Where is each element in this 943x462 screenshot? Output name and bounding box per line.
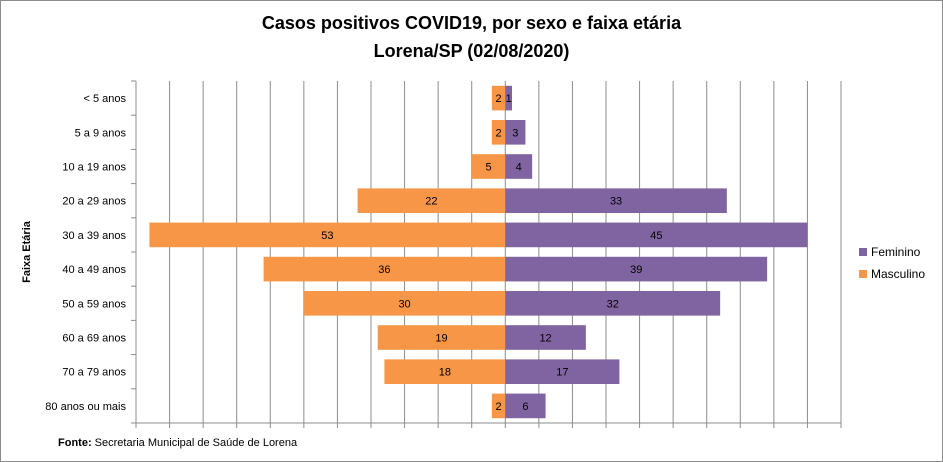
data-label-feminino: 45 <box>650 230 662 242</box>
data-label-feminino: 17 <box>556 367 568 379</box>
bar-masculino <box>149 222 506 248</box>
data-label-masculino: 2 <box>496 93 502 105</box>
data-label-masculino: 2 <box>496 401 502 413</box>
data-label-feminino: 6 <box>522 401 528 413</box>
data-label-masculino: 18 <box>439 367 451 379</box>
bar-masculino <box>357 188 506 214</box>
source-note: Fonte: Secretaria Municipal de Saúde de … <box>58 437 297 449</box>
bar-masculino <box>303 290 506 316</box>
category-label: 50 a 59 anos <box>62 298 126 310</box>
data-label-feminino: 1 <box>506 93 512 105</box>
data-label-feminino: 32 <box>607 298 619 310</box>
data-label-masculino: 30 <box>398 298 410 310</box>
legend-item-feminino: Feminino <box>859 241 925 263</box>
data-label-feminino: 39 <box>630 264 642 276</box>
data-label-masculino: 53 <box>321 230 333 242</box>
category-label: < 5 anos <box>83 93 126 105</box>
category-label: 80 anos ou mais <box>45 401 126 413</box>
legend: Feminino Masculino <box>859 241 925 285</box>
data-label-masculino: 22 <box>425 196 437 208</box>
category-label: 5 a 9 anos <box>75 127 127 139</box>
legend-label-feminino: Feminino <box>871 245 921 259</box>
bar-masculino <box>263 256 506 282</box>
bar-feminino <box>505 188 727 214</box>
bar-feminino <box>505 85 512 111</box>
data-label-feminino: 4 <box>516 162 522 174</box>
legend-label-masculino: Masculino <box>871 267 926 281</box>
bar-feminino <box>505 222 808 248</box>
bar-feminino <box>505 359 620 385</box>
data-label-masculino: 2 <box>496 127 502 139</box>
data-label-masculino: 5 <box>485 162 491 174</box>
bar-feminino <box>505 119 526 145</box>
data-label-feminino: 3 <box>512 127 518 139</box>
data-label-masculino: 19 <box>435 333 447 345</box>
legend-item-masculino: Masculino <box>859 263 925 285</box>
source-text: Secretaria Municipal de Saúde de Lorena <box>91 437 298 449</box>
bar-feminino <box>505 393 546 419</box>
bar-feminino <box>505 290 721 316</box>
bar-feminino <box>505 154 533 179</box>
category-label: 10 a 19 anos <box>62 162 126 174</box>
bar-masculino <box>491 85 506 111</box>
data-label-feminino: 33 <box>610 196 622 208</box>
data-label-masculino: 36 <box>378 264 390 276</box>
legend-swatch-masculino <box>859 270 867 278</box>
chart-subtitle: Lorena/SP (02/08/2020) <box>373 41 570 61</box>
bar-masculino <box>384 359 506 385</box>
data-label-feminino: 12 <box>539 333 551 345</box>
category-label: 70 a 79 anos <box>62 367 126 379</box>
category-label: 20 a 29 anos <box>62 196 126 208</box>
bar-masculino <box>491 393 506 419</box>
bar-masculino <box>471 154 506 179</box>
bar-feminino <box>505 325 586 350</box>
category-label: 40 a 49 anos <box>62 264 126 276</box>
bar-masculino <box>377 325 506 350</box>
category-label: 30 a 39 anos <box>62 230 126 242</box>
source-label: Fonte: <box>58 437 92 449</box>
y-axis-title: Faixa Etária <box>21 220 33 283</box>
category-label: 60 a 69 anos <box>62 333 126 345</box>
chart-title: Casos positivos COVID19, por sexo e faix… <box>261 13 682 33</box>
legend-swatch-feminino <box>859 248 867 256</box>
bar-masculino <box>491 119 506 145</box>
bar-feminino <box>505 256 768 282</box>
